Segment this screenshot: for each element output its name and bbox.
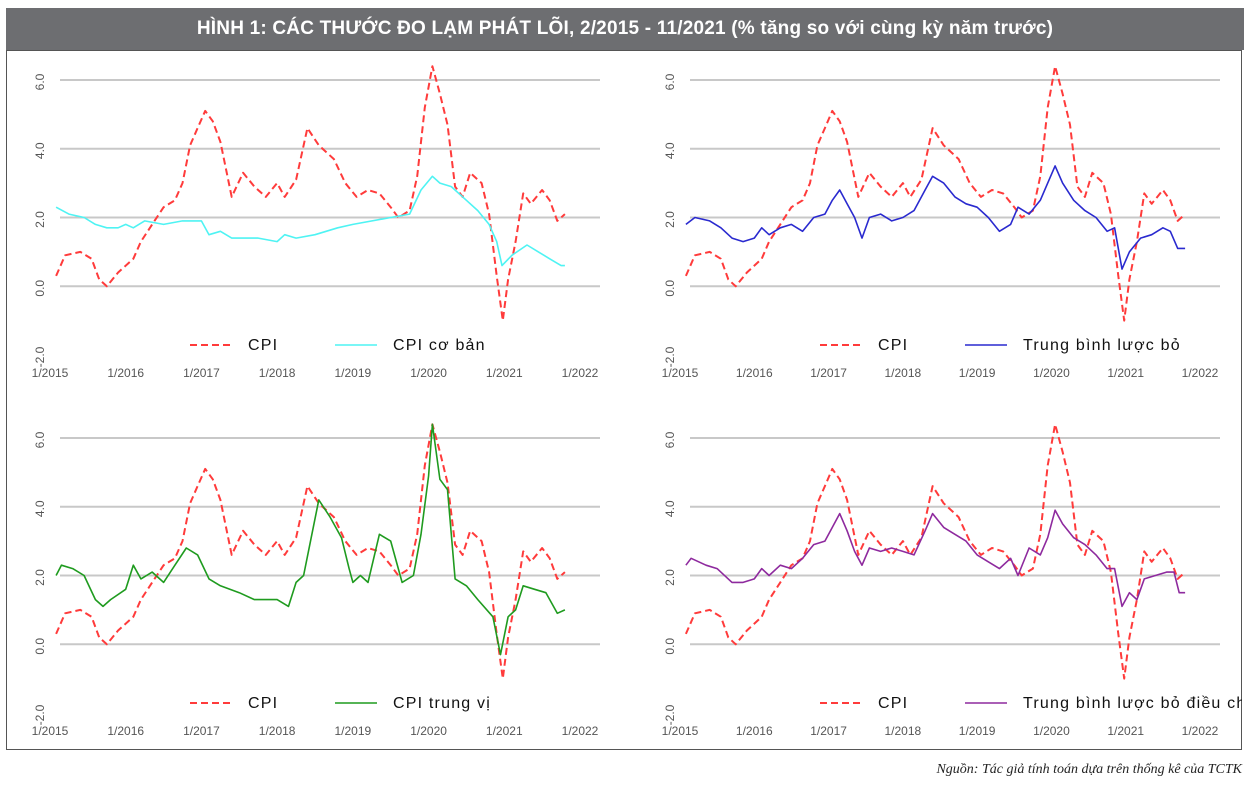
x-tick-label: 1/2020	[410, 724, 447, 738]
x-tick-label: 1/2021	[1107, 366, 1144, 380]
y-tick-label: 6.0	[33, 73, 47, 90]
y-tick-label: 2.0	[663, 211, 677, 228]
x-tick-label: 1/2016	[736, 366, 773, 380]
y-tick-label: -2.0	[663, 704, 677, 725]
x-tick-label: 1/2017	[183, 366, 220, 380]
x-tick-label: 1/2017	[183, 724, 220, 738]
y-tick-label: 0.0	[663, 280, 677, 297]
x-tick-label: 1/2015	[32, 724, 69, 738]
x-tick-label: 1/2018	[259, 366, 296, 380]
y-tick-label: 2.0	[33, 211, 47, 228]
x-tick-label: 1/2017	[810, 366, 847, 380]
legend-label: CPI	[878, 337, 908, 354]
x-tick-label: 1/2020	[1033, 724, 1070, 738]
x-tick-label: 1/2016	[107, 724, 144, 738]
x-tick-label: 1/2021	[486, 366, 523, 380]
chart-panel-3: -2.0 0.0 2.0 4.0 6.0 1/2015 1/2016 1/2017 1/2018…	[32, 423, 600, 738]
x-tick-label: 1/2017	[810, 724, 847, 738]
legend-label: CPI	[878, 695, 908, 712]
y-tick-label: 6.0	[33, 431, 47, 448]
x-tick-label: 1/2020	[410, 366, 447, 380]
x-tick-label: 1/2016	[107, 366, 144, 380]
x-tick-label: 1/2015	[662, 366, 699, 380]
series-line-core	[55, 175, 565, 267]
legend-label: CPI cơ bản	[393, 337, 486, 354]
x-tick-label: 1/2016	[736, 724, 773, 738]
y-tick-label: 4.0	[33, 142, 47, 159]
legend-label: CPI trung vị	[393, 695, 491, 712]
x-tick-label: 1/2022	[1182, 724, 1219, 738]
x-tick-label: 1/2022	[562, 366, 599, 380]
legend-label: Trung bình lược bỏ	[1023, 337, 1181, 354]
x-tick-label: 1/2019	[959, 366, 996, 380]
x-tick-label: 1/2021	[486, 724, 523, 738]
x-tick-label: 1/2022	[1182, 366, 1219, 380]
y-tick-label: 2.0	[33, 569, 47, 586]
x-tick-label: 1/2019	[335, 366, 372, 380]
x-tick-label: 1/2020	[1033, 366, 1070, 380]
series-line-cpi	[55, 65, 566, 322]
legend-label: Trung bình lược bỏ điều chỉnh	[1023, 695, 1242, 712]
figure-frame	[6, 50, 1242, 750]
y-tick-label: 6.0	[663, 73, 677, 90]
x-tick-label: 1/2021	[1107, 724, 1144, 738]
y-tick-label: -2.0	[33, 346, 47, 367]
source-note: Nguồn: Tác giả tính toán dựa trên thống …	[936, 762, 1242, 777]
series-line-core	[685, 165, 1186, 270]
series-line-cpi	[55, 423, 566, 680]
y-tick-label: 0.0	[33, 638, 47, 655]
x-tick-label: 1/2015	[662, 724, 699, 738]
y-tick-label: -2.0	[33, 704, 47, 725]
charts-canvas: -2.0 0.0 2.0 4.0 6.0 1/2015 1/2016 1/2017 1/2018…	[32, 65, 1242, 738]
chart-panel-4: -2.0 0.0 2.0 4.0 6.0 1/2015 1/2016 1/2017 1/2018…	[662, 423, 1242, 738]
legend-label: CPI	[248, 337, 278, 354]
y-tick-label: 4.0	[33, 500, 47, 517]
y-tick-label: 4.0	[663, 500, 677, 517]
series-line-core	[55, 423, 566, 656]
x-tick-label: 1/2022	[562, 724, 599, 738]
chart-panel-1: -2.0 0.0 2.0 4.0 6.0 1/2015 1/2016 1/2017 1/2018…	[32, 65, 600, 380]
x-tick-label: 1/2019	[959, 724, 996, 738]
figure-title: HÌNH 1: CÁC THƯỚC ĐO LẠM PHÁT LÕI, 2/201…	[6, 8, 1244, 50]
series-line-cpi	[684, 423, 1186, 680]
series-line-cpi	[684, 65, 1186, 322]
y-tick-label: 0.0	[33, 280, 47, 297]
y-tick-label: 4.0	[663, 142, 677, 159]
chart-panel-2: -2.0 0.0 2.0 4.0 6.0 1/2015 1/2016 1/2017 1/2018…	[662, 65, 1220, 380]
x-tick-label: 1/2015	[32, 366, 69, 380]
legend-label: CPI	[248, 695, 278, 712]
y-tick-label: 0.0	[663, 638, 677, 655]
y-tick-label: -2.0	[663, 346, 677, 367]
x-tick-label: 1/2019	[335, 724, 372, 738]
x-tick-label: 1/2018	[885, 724, 922, 738]
series-line-core	[685, 509, 1186, 608]
y-tick-label: 2.0	[663, 569, 677, 586]
y-tick-label: 6.0	[663, 431, 677, 448]
x-tick-label: 1/2018	[885, 366, 922, 380]
x-tick-label: 1/2018	[259, 724, 296, 738]
